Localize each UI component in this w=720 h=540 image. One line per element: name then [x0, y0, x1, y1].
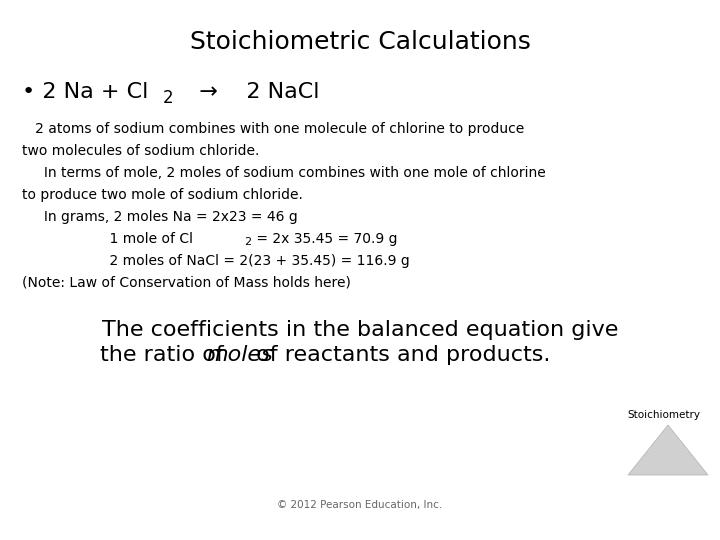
Text: In terms of mole, 2 moles of sodium combines with one mole of chlorine: In terms of mole, 2 moles of sodium comb…	[22, 166, 546, 180]
Text: 2 atoms of sodium combines with one molecule of chlorine to produce: 2 atoms of sodium combines with one mole…	[22, 122, 524, 136]
Text: © 2012 Pearson Education, Inc.: © 2012 Pearson Education, Inc.	[277, 500, 443, 510]
Text: to produce two mole of sodium chloride.: to produce two mole of sodium chloride.	[22, 188, 303, 202]
Text: (Note: Law of Conservation of Mass holds here): (Note: Law of Conservation of Mass holds…	[22, 276, 351, 290]
Text: = 2x 35.45 = 70.9 g: = 2x 35.45 = 70.9 g	[252, 232, 397, 246]
Text: In grams, 2 moles Na = 2x23 = 46 g: In grams, 2 moles Na = 2x23 = 46 g	[22, 210, 298, 224]
Text: of reactants and products.: of reactants and products.	[249, 345, 550, 365]
Text: • 2 Na + Cl: • 2 Na + Cl	[22, 82, 148, 102]
Text: moles: moles	[206, 345, 273, 365]
Text: 2: 2	[244, 237, 251, 247]
Polygon shape	[628, 425, 708, 475]
Text: 2 moles of NaCl = 2(23 + 35.45) = 116.9 g: 2 moles of NaCl = 2(23 + 35.45) = 116.9 …	[22, 254, 410, 268]
Text: Stoichiometric Calculations: Stoichiometric Calculations	[189, 30, 531, 54]
Text: The coefficients in the balanced equation give: The coefficients in the balanced equatio…	[102, 320, 618, 340]
Text: two molecules of sodium chloride.: two molecules of sodium chloride.	[22, 144, 259, 158]
Text: 2: 2	[163, 89, 174, 107]
Text: 1 mole of Cl: 1 mole of Cl	[22, 232, 193, 246]
Text: the ratio of: the ratio of	[100, 345, 231, 365]
Text: Stoichiometry: Stoichiometry	[627, 410, 700, 420]
Text: →    2 NaCl: → 2 NaCl	[185, 82, 320, 102]
